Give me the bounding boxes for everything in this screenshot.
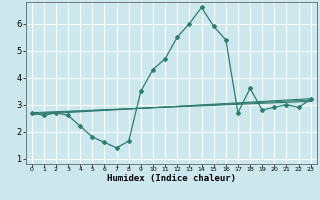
X-axis label: Humidex (Indice chaleur): Humidex (Indice chaleur) xyxy=(107,174,236,183)
